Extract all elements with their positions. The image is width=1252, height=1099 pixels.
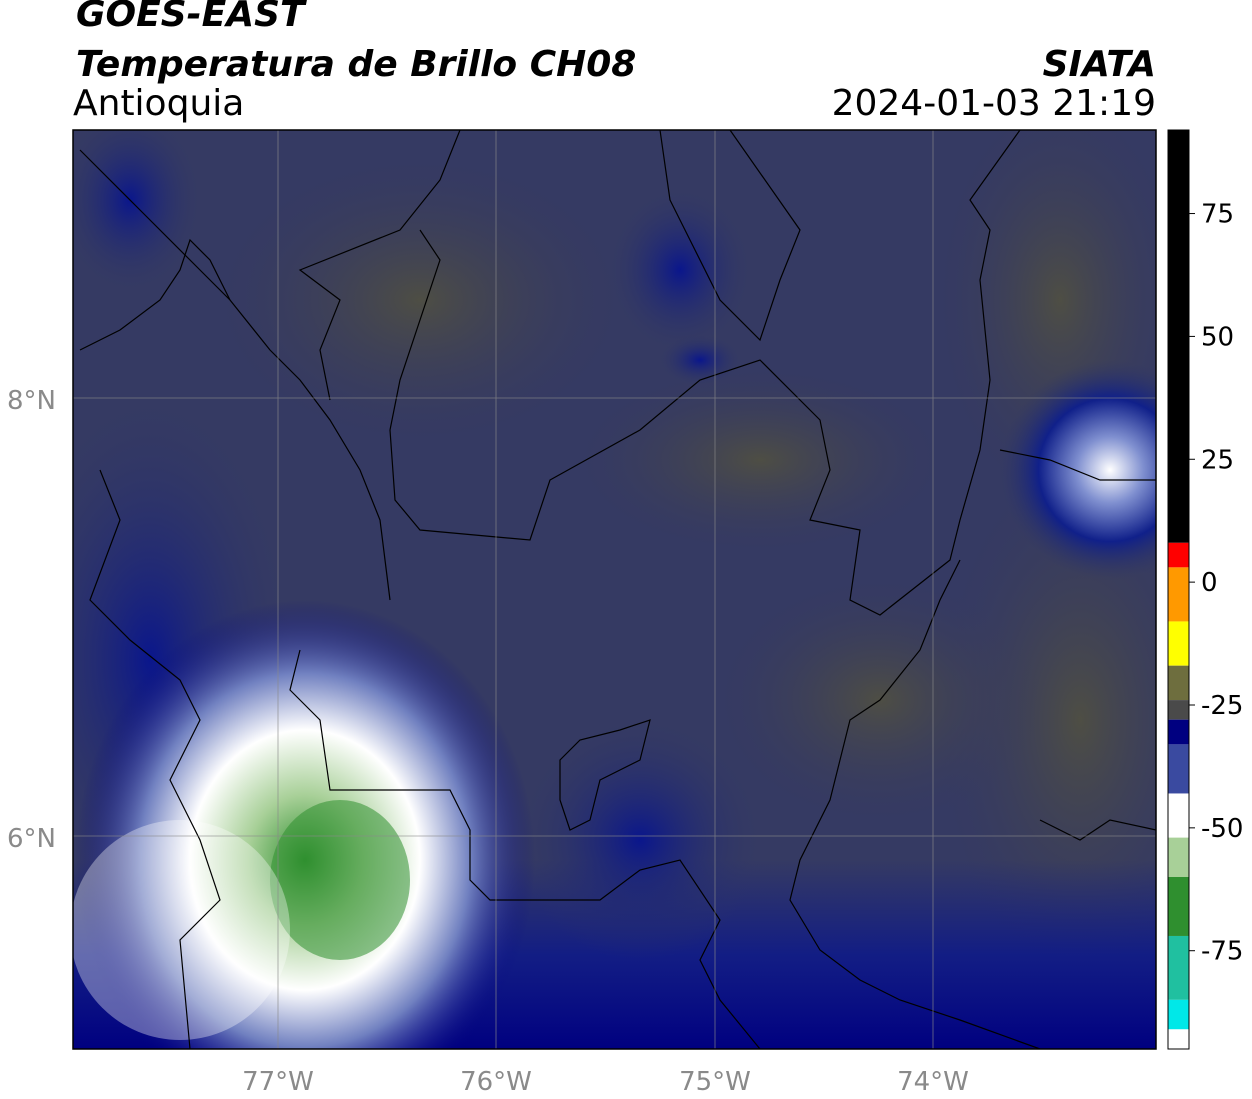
colorbar-ticks: 75 50 25 0 -25 -50 -75 bbox=[1189, 200, 1243, 967]
boundary-lines bbox=[79, 130, 1156, 1049]
datetime-label: 2024-01-03 21:19 bbox=[831, 83, 1156, 124]
satellite-title: GOES-EAST bbox=[76, 0, 305, 35]
colorbar-tick-label: -50 bbox=[1201, 814, 1243, 844]
colorbar-segment bbox=[1168, 744, 1189, 794]
colorbar-segment bbox=[1168, 837, 1189, 877]
colorbar-tick-label: -25 bbox=[1201, 691, 1243, 721]
colorbar bbox=[1167, 129, 1190, 1050]
colorbar-segment bbox=[1168, 542, 1189, 568]
colorbar-tick-label: 50 bbox=[1201, 322, 1234, 352]
map-frame bbox=[72, 129, 1157, 1050]
colorbar-segment bbox=[1168, 567, 1189, 622]
colorbar-tick-label: -75 bbox=[1201, 937, 1243, 967]
colorbar-frame bbox=[1167, 129, 1190, 1050]
colorbar-segment bbox=[1168, 719, 1189, 745]
colorbar-segment bbox=[1168, 793, 1189, 838]
lon-label-75w: 75°W bbox=[679, 1067, 751, 1097]
brightness-temperature-field bbox=[73, 130, 1156, 1049]
colorbar-segment bbox=[1168, 876, 1189, 936]
colorbar-tick-label: 75 bbox=[1201, 200, 1234, 230]
lon-label-76w: 76°W bbox=[460, 1067, 532, 1097]
colorbar-segment bbox=[1168, 935, 1189, 1000]
lon-label-77w: 77°W bbox=[242, 1067, 314, 1097]
product-title: Temperatura de Brillo CH08 bbox=[76, 44, 637, 85]
lon-label-74w: 74°W bbox=[897, 1067, 969, 1097]
colorbar-segment bbox=[1168, 130, 1189, 543]
colorbar-segment bbox=[1168, 1029, 1189, 1049]
colorbar-segment bbox=[1168, 999, 1189, 1030]
colorbar-tick-label: 25 bbox=[1201, 445, 1234, 475]
gridlines bbox=[73, 130, 1156, 1049]
colorbar-segment bbox=[1168, 665, 1189, 701]
lat-label-8n: 8°N bbox=[7, 386, 56, 416]
colorbar-segment bbox=[1168, 700, 1189, 720]
lat-label-6n: 6°N bbox=[7, 824, 56, 854]
colorbar-tick-label: 0 bbox=[1201, 568, 1218, 598]
region-label: Antioquia bbox=[73, 83, 245, 124]
source-label: SIATA bbox=[1042, 44, 1156, 85]
colorbar-segment bbox=[1168, 621, 1189, 666]
